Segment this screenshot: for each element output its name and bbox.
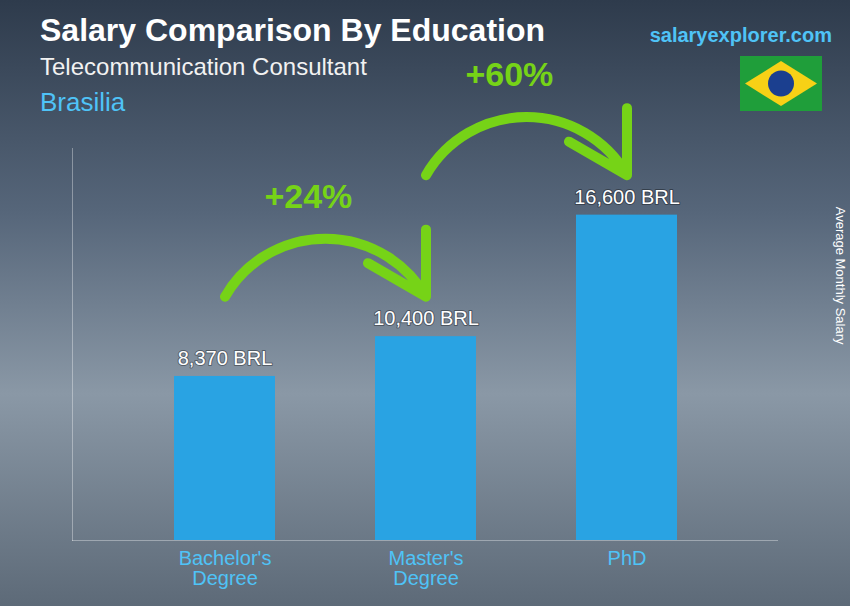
- svg-text:16,600 BRL: 16,600 BRL: [574, 186, 680, 208]
- svg-text:+60%: +60%: [465, 55, 553, 93]
- html-text:salaryexplorer.com: salaryexplorer.com: [649, 24, 832, 46]
- svg-text:Bachelor'sDegree: Bachelor'sDegree: [179, 547, 272, 589]
- svg-text:10,400 BRL: 10,400 BRL: [373, 307, 479, 329]
- html-text:Brasilia: Brasilia: [40, 87, 126, 117]
- svg-text:Average Monthly Salary: Average Monthly Salary: [833, 207, 848, 345]
- html-text:Salary Comparison By Education: Salary Comparison By Education: [40, 12, 545, 48]
- html-text:Telecommunication Consultant: Telecommunication Consultant: [40, 53, 367, 80]
- svg-text:+24%: +24%: [264, 177, 352, 215]
- svg-text:PhD: PhD: [608, 547, 647, 569]
- svg-text:Master'sDegree: Master'sDegree: [389, 547, 464, 589]
- svg-text:8,370 BRL: 8,370 BRL: [178, 347, 273, 369]
